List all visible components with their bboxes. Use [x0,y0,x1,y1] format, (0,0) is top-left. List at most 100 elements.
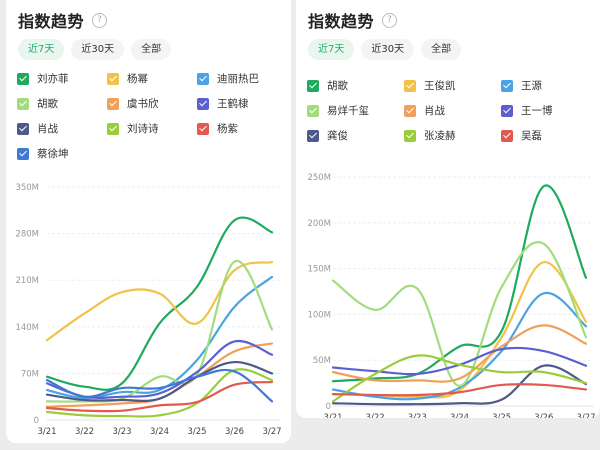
legend-item[interactable]: 肖战 [404,102,501,119]
series-line-3[interactable] [331,241,588,387]
legend-label: 肖战 [37,123,58,135]
legend-item[interactable]: 杨幂 [107,70,197,87]
checkbox-checked-icon[interactable] [307,104,319,117]
legend-item[interactable]: 蔡徐坤 [17,145,107,162]
legend-label: 王一博 [521,105,553,117]
series-line-6[interactable] [45,360,274,402]
legend-label: 吴磊 [521,130,542,142]
legend-item[interactable]: 易烊千玺 [307,102,404,119]
series-line-7[interactable] [331,354,588,403]
series-line-7[interactable] [45,368,274,418]
series-line-1[interactable] [45,261,274,342]
y-tick-label: 280M [15,230,39,240]
series-line-4[interactable] [331,324,588,383]
series-line-2[interactable] [331,292,588,401]
x-tick-label: 3/25 [492,413,511,418]
legend-item[interactable]: 迪丽热巴 [197,70,287,87]
y-tick-label: 0 [326,402,331,412]
legend-label: 蔡徐坤 [37,148,69,160]
checkbox-checked-icon[interactable] [307,79,319,92]
x-tick-label: 3/26 [534,413,553,418]
series-line-8[interactable] [331,383,588,397]
tab-30-days[interactable]: 近30天 [71,39,125,60]
legend-label: 易烊千玺 [327,105,369,117]
legend-label: 刘诗诗 [127,123,159,135]
x-tick-label: 3/21 [37,427,56,437]
x-tick-label: 3/26 [225,427,244,437]
checkbox-checked-icon[interactable] [501,79,513,92]
tab-30-days[interactable]: 近30天 [361,39,415,60]
x-tick-label: 3/27 [576,413,595,418]
legend-label: 王鹤棣 [217,98,249,110]
x-tick-label: 3/22 [366,413,385,418]
checkbox-checked-icon[interactable] [501,129,513,142]
series-line-6[interactable] [331,364,588,406]
x-tick-label: 3/23 [112,427,131,437]
legend-label: 龚俊 [327,130,348,142]
checkbox-checked-icon[interactable] [17,72,29,85]
legend-label: 杨紫 [217,123,238,135]
legend: 刘亦菲 杨幂 迪丽热巴胡歌 虞书欣 王鹤棣肖战 刘诗诗 杨紫蔡徐坤 [17,70,287,162]
legend-item[interactable]: 杨紫 [197,120,287,137]
help-icon[interactable]: ? [92,12,108,28]
series-line-2[interactable] [45,275,274,400]
checkbox-checked-icon[interactable] [501,104,513,117]
legend: 胡歌 王俊凯 王源易烊千玺 肖战 王一博龚俊 张凌赫 吴磊 [307,77,598,144]
legend-item[interactable]: 王源 [501,77,598,94]
legend-item[interactable]: 胡歌 [307,77,404,94]
y-tick-label: 70M [21,369,39,379]
legend-item[interactable]: 王一博 [501,102,598,119]
trend-line-chart: 0 50M 100M 150M 200M 250M 3/21 3/22 3/23 3/24 3/25… [307,173,595,418]
series-line-3[interactable] [45,260,274,403]
checkbox-checked-icon[interactable] [17,97,29,110]
help-icon[interactable]: ? [382,12,398,28]
card-title: 指数趋势 [308,12,375,31]
series-line-8[interactable] [45,380,274,413]
y-tick-label: 100M [307,310,331,320]
legend-item[interactable]: 虞书欣 [107,95,197,112]
checkbox-checked-icon[interactable] [17,122,29,135]
legend-item[interactable]: 刘亦菲 [17,70,107,87]
y-tick-label: 210M [15,276,39,286]
x-tick-label: 3/24 [450,413,469,418]
tab-7-days[interactable]: 近7天 [18,39,65,60]
card-header: 指数趋势 ? [308,8,398,32]
legend-item[interactable]: 胡歌 [17,95,107,112]
index-trend-card-right: 指数趋势 ? 近7天 近30天 全部 胡歌 王俊凯 王源易烊千玺 肖战 王一博龚俊 张凌赫… [296,0,600,418]
checkbox-checked-icon[interactable] [307,129,319,142]
legend-item[interactable]: 刘诗诗 [107,120,197,137]
legend-label: 胡歌 [327,80,348,92]
tab-all[interactable]: 全部 [131,39,172,60]
series-line-0[interactable] [45,216,274,391]
index-trend-card-left: 指数趋势 ? 近7天 近30天 全部 刘亦菲 杨幂 迪丽热巴 胡歌 虞书欣 王鹤棣 肖战 刘诗… [6,0,291,443]
time-range-tabs: 近7天 近30天 全部 [18,39,172,60]
x-tick-label: 3/25 [187,427,206,437]
legend-label: 肖战 [424,105,445,117]
x-tick-label: 3/21 [323,413,342,418]
legend-label: 张凌赫 [424,130,456,142]
tab-7-days[interactable]: 近7天 [308,39,355,60]
series-line-0[interactable] [331,184,588,383]
legend-item[interactable]: 龚俊 [307,127,404,144]
tab-all[interactable]: 全部 [421,39,462,60]
checkbox-checked-icon[interactable] [197,97,209,110]
checkbox-checked-icon[interactable] [197,122,209,135]
legend-item[interactable]: 肖战 [17,120,107,137]
legend-item[interactable]: 王俊凯 [404,77,501,94]
checkbox-checked-icon[interactable] [404,104,416,117]
checkbox-checked-icon[interactable] [404,129,416,142]
checkbox-checked-icon[interactable] [107,97,119,110]
checkbox-checked-icon[interactable] [197,72,209,85]
legend-item[interactable]: 王鹤棣 [197,95,287,112]
checkbox-checked-icon[interactable] [107,122,119,135]
legend-label: 王俊凯 [424,80,456,92]
series-line-5[interactable] [331,346,588,376]
x-tick-label: 3/23 [408,413,427,418]
legend-item[interactable]: 吴磊 [501,127,598,144]
checkbox-checked-icon[interactable] [107,72,119,85]
checkbox-checked-icon[interactable] [404,79,416,92]
series-line-9[interactable] [45,368,274,403]
checkbox-checked-icon[interactable] [17,147,29,160]
legend-item[interactable]: 张凌赫 [404,127,501,144]
trend-line-chart: 0 70M 140M 210M 280M 350M 3/21 3/22 3/23 3/24 3/25… [15,183,281,437]
